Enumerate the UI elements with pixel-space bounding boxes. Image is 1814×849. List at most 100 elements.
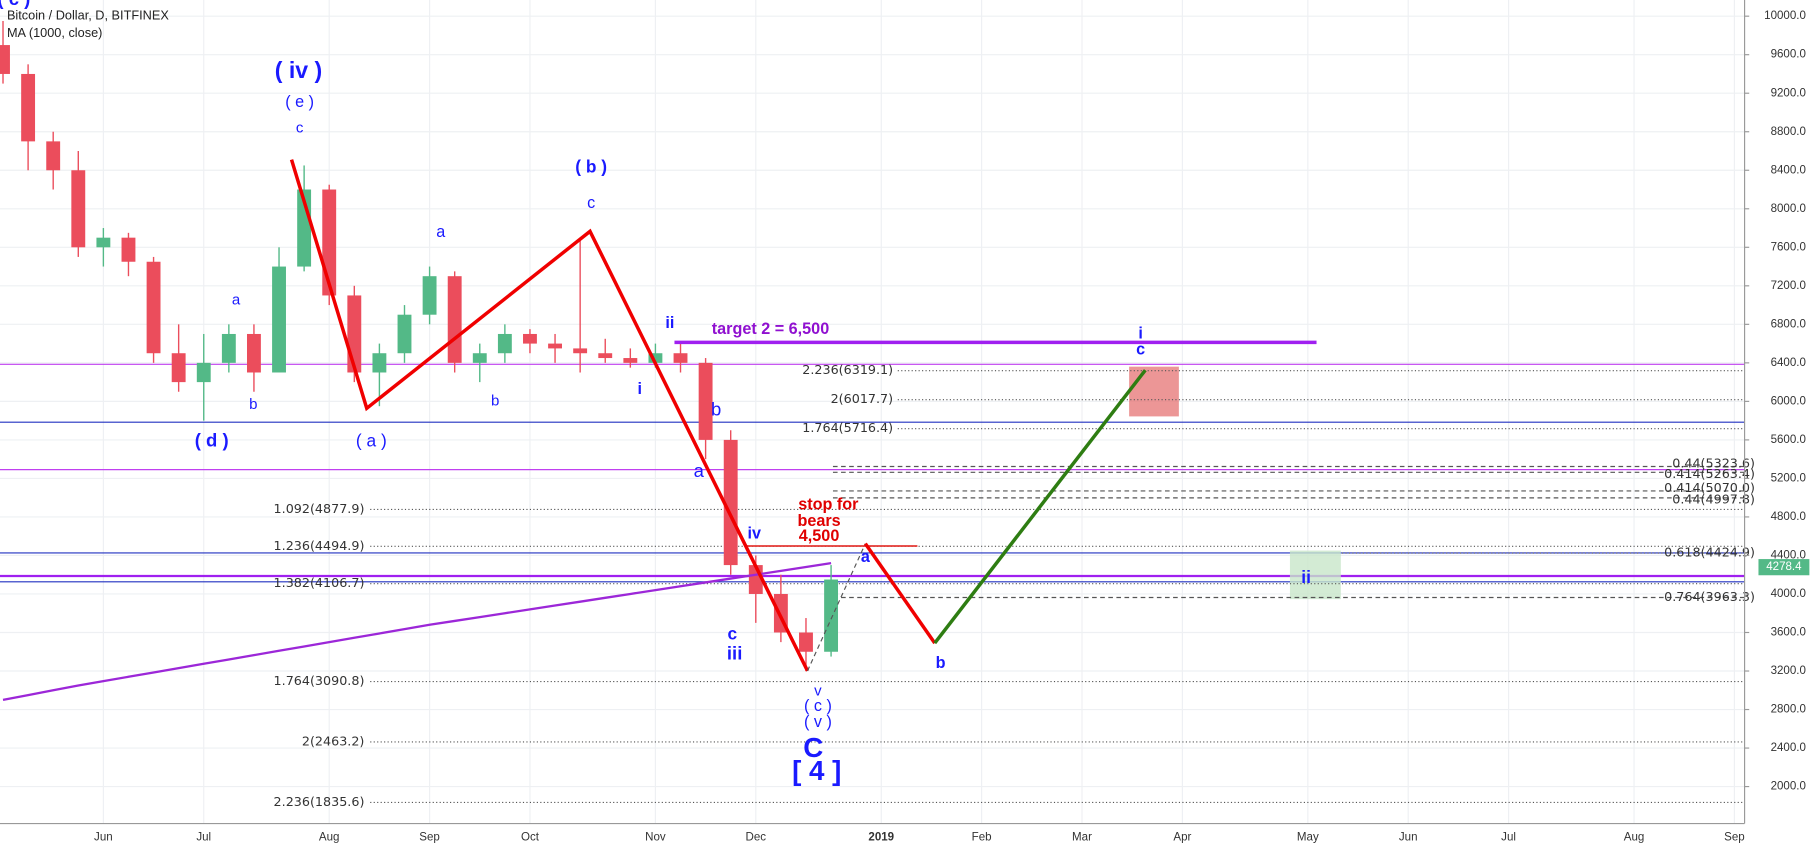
wave-label: i [1138,325,1143,343]
wave-label: i [638,380,643,398]
candle-body [447,276,462,363]
candle-body [121,237,136,262]
y-tick-label: 3600.0 [1771,627,1806,639]
last-price-box [1758,559,1810,576]
candle-body [96,237,111,248]
wave-label: ( a ) [356,430,387,450]
x-tick-label: Jul [1501,831,1516,843]
fib-label: 0.414(5263.4) [1664,466,1755,481]
y-tick-label: 9200.0 [1771,87,1806,99]
fib-label: 1.092(4877.9) [274,501,365,516]
candle-body [673,353,688,363]
wave-label: a [694,460,705,481]
candle-body [171,353,186,383]
x-tick-label: 2019 [868,831,894,843]
x-tick-label: Dec [746,831,767,843]
y-tick-label: 4800.0 [1771,511,1806,523]
y-tick-label: 10000.0 [1764,10,1806,22]
series [0,20,839,702]
waves [289,159,1317,672]
y-tick-label: 6400.0 [1771,357,1806,369]
fib-label: 0.44(4997.8) [1672,492,1755,507]
wave-label: c [296,119,304,136]
y-tick-label: 6000.0 [1771,395,1806,407]
candle-body [598,353,613,359]
fib-label: 2(6017.7) [831,391,894,406]
ma-line [2,562,832,702]
fib-label: 1.236(4494.9) [274,538,365,553]
x-tick-label: May [1297,831,1319,843]
wave-label: b [249,396,257,413]
wave-label: a [436,223,445,241]
wave-label: ( c ) [0,0,30,9]
fib-label: 2.236(6319.1) [802,362,893,377]
wave-label: ( e ) [285,93,314,111]
candle-body [573,348,588,354]
candle-body [824,579,839,652]
x-tick-label: Apr [1173,831,1191,843]
wave-label: a [861,548,871,566]
candle-body [723,439,738,566]
wave-label: iv [748,525,762,543]
candle-body [497,333,512,354]
candle-body [397,314,412,354]
candle-body [523,333,537,344]
wave-label: target 2 = 6,500 [712,320,829,338]
wave-line [289,159,810,672]
x-tick-label: Mar [1072,831,1092,843]
fib-label: 1.764(5716.4) [802,420,893,435]
fib-label: 2.236(1835.6) [274,794,365,809]
y-tick-label: 5600.0 [1771,434,1806,446]
candle-body [272,266,286,373]
x-tick-label: Jun [1399,831,1418,843]
fib-label: 1.382(4106.7) [274,575,365,590]
x-tick-label: Aug [1624,831,1645,843]
projection-wave [933,369,1147,645]
candle-body [146,261,161,354]
wave-label: ( b ) [575,156,607,176]
fib-label: 0.764(3963.3) [1664,589,1755,604]
y-tick-label: 2000.0 [1771,781,1806,793]
x-tick-label: Nov [645,831,666,843]
wave-label: ii [665,314,674,332]
candle-body [196,362,211,383]
projection-wave [863,542,937,645]
y-tick-label: 6800.0 [1771,318,1806,330]
wave-label: ( c ) [804,697,832,715]
wave-label: b [491,392,499,409]
candle-body [648,353,663,363]
y-tick-label: 7600.0 [1771,241,1806,253]
fib-levels [370,370,1745,803]
wave-label: c [1136,341,1145,359]
y-tick-label: 5200.0 [1771,472,1806,484]
x-tick-label: Sep [419,831,440,843]
wave-label: [ 4 ] [792,755,841,786]
y-tick-label: 2400.0 [1771,742,1806,754]
candle-body [472,353,487,363]
y-tick-label: 9600.0 [1771,49,1806,61]
candle-body [623,358,638,363]
wave-label: ii [1301,567,1311,587]
wave-label: ( v ) [804,713,832,731]
target-box [1289,550,1341,600]
grid [0,0,1745,824]
fib-label: 0.618(4424.9) [1664,545,1755,560]
wave-label: iii [727,643,742,664]
candle-body [71,170,86,248]
chart-title: Bitcoin / Dollar, D, BITFINEX [7,8,169,23]
candle-body [799,632,813,652]
x-tick-label: Jun [94,831,113,843]
wave-label: c [727,624,737,644]
fib-label: 0.414(5070.0) [1664,480,1755,495]
x-tick-label: Aug [319,831,340,843]
candle-body [347,295,362,373]
x-tick-label: Jul [196,831,211,843]
candle-body [698,362,713,440]
candle-body [46,141,61,171]
fib-label: 2(2463.2) [302,733,365,748]
wave-label: stop for [798,496,859,514]
projection [806,543,866,672]
y-tick-label: 3200.0 [1771,665,1806,677]
candle-body [221,333,236,363]
